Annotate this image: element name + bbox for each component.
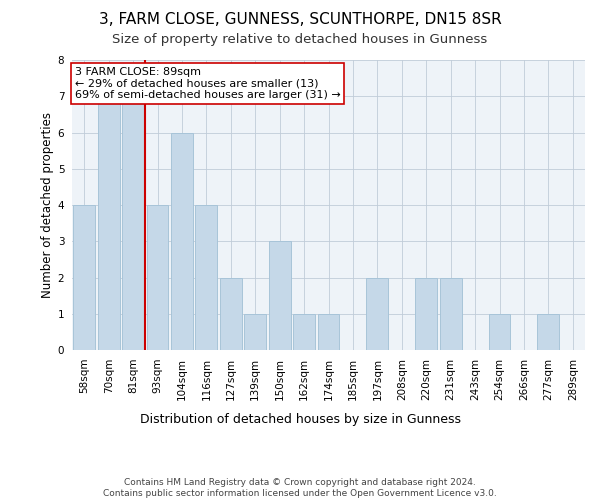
Text: Contains HM Land Registry data © Crown copyright and database right 2024.
Contai: Contains HM Land Registry data © Crown c… xyxy=(103,478,497,498)
Bar xyxy=(146,205,169,350)
Bar xyxy=(317,314,340,350)
Bar xyxy=(122,96,144,350)
Text: Size of property relative to detached houses in Gunness: Size of property relative to detached ho… xyxy=(112,32,488,46)
Bar xyxy=(244,314,266,350)
Bar xyxy=(73,205,95,350)
Bar xyxy=(98,96,119,350)
Bar xyxy=(220,278,242,350)
Bar xyxy=(538,314,559,350)
Y-axis label: Number of detached properties: Number of detached properties xyxy=(41,112,53,298)
Bar xyxy=(367,278,388,350)
Bar xyxy=(440,278,461,350)
Bar xyxy=(196,205,217,350)
Bar xyxy=(415,278,437,350)
Bar xyxy=(488,314,511,350)
Bar xyxy=(171,132,193,350)
Bar xyxy=(293,314,315,350)
Bar xyxy=(269,242,290,350)
Text: Distribution of detached houses by size in Gunness: Distribution of detached houses by size … xyxy=(139,412,461,426)
Text: 3 FARM CLOSE: 89sqm
← 29% of detached houses are smaller (13)
69% of semi-detach: 3 FARM CLOSE: 89sqm ← 29% of detached ho… xyxy=(74,68,340,100)
Text: 3, FARM CLOSE, GUNNESS, SCUNTHORPE, DN15 8SR: 3, FARM CLOSE, GUNNESS, SCUNTHORPE, DN15… xyxy=(98,12,502,28)
